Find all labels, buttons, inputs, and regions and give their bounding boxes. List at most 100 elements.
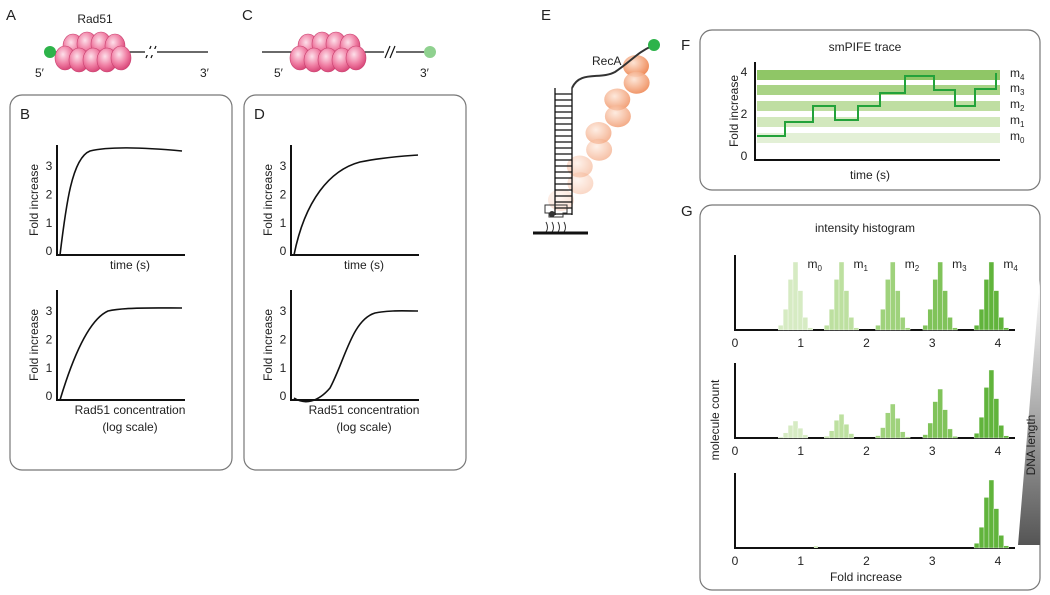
hist-bar	[952, 436, 958, 439]
hist-bar	[932, 279, 938, 331]
protein-label: Rad51	[77, 12, 113, 26]
hist-bar	[777, 325, 784, 331]
hist-bar	[777, 436, 784, 439]
x-tick-label: 2	[863, 444, 870, 458]
titration-curve	[293, 310, 419, 403]
y-tick-label: 3	[46, 304, 53, 318]
x-tick-label: 1	[797, 336, 804, 350]
y-tick-label: 1	[280, 361, 287, 375]
hist-bar	[885, 279, 891, 331]
panel-title: smPIFE trace	[829, 40, 902, 54]
hist-bar	[952, 327, 958, 331]
axes	[290, 290, 419, 401]
y-axis-label: Fold increase	[261, 164, 275, 236]
hist-bar	[797, 427, 804, 439]
x-axis-label: Rad51 concentration	[75, 403, 186, 417]
x-axis-label: time (s)	[850, 168, 890, 182]
axes	[734, 255, 1015, 331]
hist-bar	[937, 261, 943, 331]
hist-bar	[973, 325, 980, 331]
level-label: m0	[1010, 129, 1025, 145]
y-tick-label: 0	[741, 149, 748, 163]
y-axis-label: molecule count	[708, 379, 722, 460]
hist-bar	[828, 430, 835, 439]
hist-bar	[993, 508, 1000, 549]
hist-bar	[993, 398, 1000, 439]
kinetic-curve	[293, 154, 419, 256]
panel-label: D	[254, 106, 265, 123]
hist-bar	[880, 427, 886, 439]
hist-bar	[833, 279, 840, 331]
x-tick-label: 0	[732, 444, 739, 458]
hist-bar	[983, 279, 990, 331]
peak-label: m4	[1003, 257, 1018, 273]
hist-bar	[787, 425, 794, 439]
hist-bar	[1003, 545, 1009, 549]
peak-label: m0	[807, 257, 822, 273]
hist-bar	[782, 432, 789, 439]
y-tick-label: 0	[46, 389, 53, 403]
hist-bar	[787, 279, 794, 331]
y-axis-label: Fold increase	[261, 309, 275, 381]
hist-bar	[998, 317, 1004, 331]
bead	[567, 172, 594, 195]
y-tick-label: 0	[280, 389, 287, 403]
panel-label: E	[541, 7, 551, 24]
hist-bar	[947, 317, 953, 331]
axes	[734, 363, 1015, 439]
y-tick-label: 1	[46, 361, 53, 375]
hist-bar	[988, 479, 995, 549]
hist-bar	[988, 261, 995, 331]
hist-bar	[899, 431, 906, 439]
x-tick-label: 4	[995, 444, 1002, 458]
panel-label: F	[681, 37, 690, 54]
bead	[586, 138, 613, 161]
hist-bar	[848, 433, 855, 439]
biotin	[549, 211, 555, 217]
hist-bar	[802, 434, 809, 439]
level-label: m4	[1010, 66, 1025, 82]
hist-bar	[807, 327, 813, 331]
y-tick-label: 3	[280, 159, 287, 173]
hist-bar	[922, 434, 929, 439]
hist-bar	[833, 420, 840, 439]
hist-bar	[973, 543, 980, 549]
hist-bar	[983, 497, 990, 549]
y-axis-label: Fold increase	[27, 309, 41, 381]
peg	[545, 221, 566, 233]
bead	[623, 71, 650, 94]
level-label: m1	[1010, 113, 1025, 129]
hist-bar	[802, 317, 809, 331]
panel-label: A	[6, 7, 16, 24]
x-axis-label: (log scale)	[102, 420, 157, 434]
hist-bar	[824, 436, 830, 439]
y-tick-label: 2	[46, 333, 53, 347]
y-tick-label: 0	[280, 244, 287, 258]
hist-bar	[922, 325, 929, 331]
hist-bar	[937, 388, 943, 439]
hist-bar	[895, 418, 901, 439]
hist-bar	[880, 308, 886, 331]
hist-bar	[1003, 327, 1009, 331]
hist-bar	[895, 290, 901, 331]
hist-bar	[828, 308, 835, 331]
hist-bar	[942, 409, 948, 439]
break-mark	[384, 45, 396, 59]
hist-bar	[838, 261, 845, 331]
panel-box	[243, 94, 467, 471]
level-label: m3	[1010, 81, 1025, 97]
hist-bar	[843, 290, 850, 331]
rad51-filament	[54, 31, 132, 73]
axes	[754, 62, 1000, 161]
end-label: 3′	[200, 66, 210, 80]
x-axis-label: Rad51 concentration	[309, 403, 420, 417]
gradient-label: DNA length	[1024, 415, 1038, 476]
x-axis-label: time (s)	[344, 258, 384, 272]
hist-bar	[890, 403, 896, 439]
x-axis-label: Fold increase	[830, 570, 902, 584]
hist-bar	[942, 290, 948, 331]
hist-bar	[978, 526, 985, 549]
x-tick-label: 1	[797, 554, 804, 568]
level-band	[757, 117, 1000, 127]
